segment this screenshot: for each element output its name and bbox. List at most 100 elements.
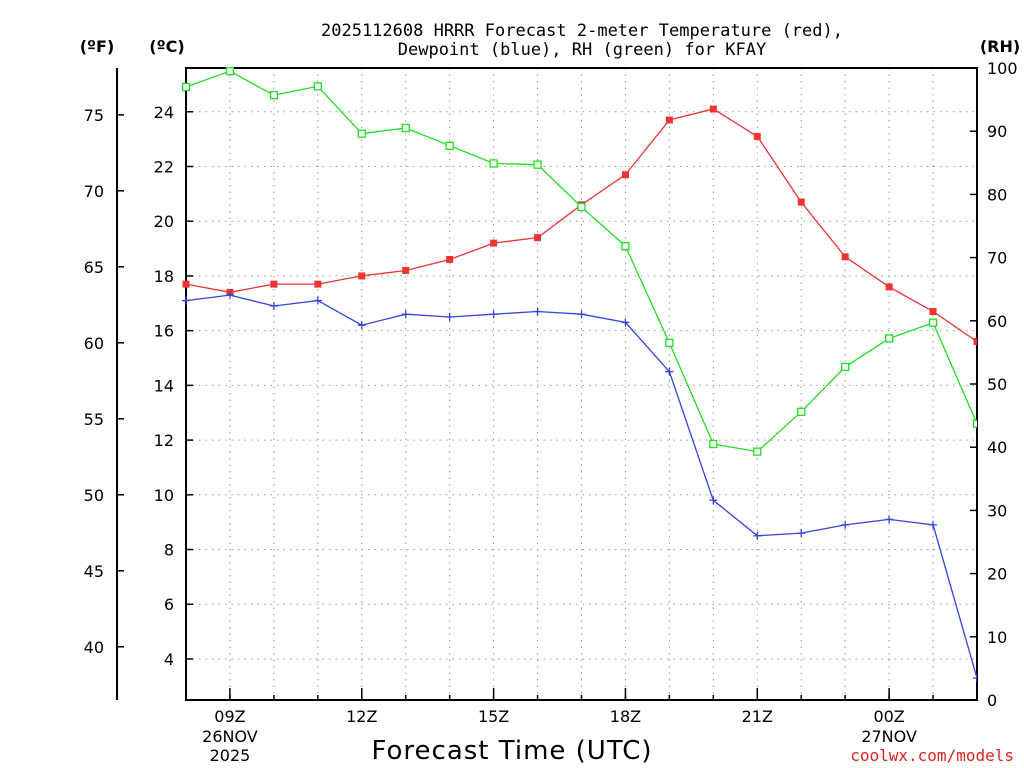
rh-tick-label: 70: [987, 249, 1007, 268]
temperature-point: [534, 234, 542, 242]
temperature-point: [929, 307, 937, 315]
dewpoint-point: [401, 310, 410, 319]
rh-point: [357, 129, 366, 138]
dewpoint-point: [182, 296, 190, 305]
x-tick-label: 12Z: [346, 707, 377, 726]
x-tick-label: 15Z: [478, 707, 509, 726]
celsius-tick-label: 24: [154, 103, 174, 122]
rh-point: [928, 318, 938, 327]
temperature-point: [797, 198, 805, 206]
x-tick-year-label: 2025: [210, 746, 251, 765]
series-dewpoint: [182, 291, 977, 683]
rh-point: [181, 82, 191, 92]
dewpoint-point: [885, 515, 894, 524]
dewpoint-point: [313, 296, 322, 305]
dewpoint-point: [665, 367, 674, 376]
rh-point: [401, 123, 410, 133]
rh-point: [972, 419, 977, 428]
x-tick-date-label: 27NOV: [861, 727, 917, 746]
fahrenheit-tick-label: 55: [84, 410, 104, 429]
chart-title-line1: 2025112608 HRRR Forecast 2-meter Tempera…: [321, 21, 843, 41]
temperature-point: [182, 280, 190, 288]
celsius-tick-label: 22: [154, 157, 174, 176]
fahrenheit-tick-label: 70: [84, 182, 104, 201]
celsius-tick-label: 12: [154, 431, 174, 450]
temperature-point: [753, 132, 761, 140]
temperature-point: [841, 253, 849, 261]
watermark: coolwx.com/models: [850, 746, 1014, 765]
rh-tick-label: 20: [987, 565, 1007, 584]
x-tick-label: 18Z: [610, 707, 641, 726]
x-axis-label: Forecast Time (UTC): [371, 736, 652, 766]
fahrenheit-tick-label: 40: [84, 638, 104, 657]
rh-point: [489, 159, 498, 168]
rh-point: [533, 160, 542, 169]
series-group: [181, 67, 977, 683]
temperature-point: [973, 338, 977, 346]
temperature-point: [665, 116, 673, 124]
rh-tick-label: 10: [987, 628, 1007, 647]
rh-axis-label: (RH): [980, 37, 1020, 56]
x-tick-label: 09Z: [214, 707, 245, 726]
rh-point: [797, 407, 806, 416]
rh-tick-label: 90: [987, 122, 1007, 141]
temperature-point: [358, 272, 366, 280]
dewpoint-point: [841, 520, 850, 529]
axes: 4 6 8 10 12 14 16 18 20 22 24 40 45 50 55 60 65 70 75 0 10 20…: [84, 59, 1018, 765]
rh-point: [225, 67, 235, 76]
fahrenheit-tick-label: 45: [84, 562, 104, 581]
rh-point: [313, 82, 322, 91]
celsius-tick-label: 10: [154, 486, 174, 505]
rh-tick-label: 100: [987, 59, 1018, 78]
rh-point: [753, 447, 762, 456]
x-tick-label: 21Z: [742, 707, 773, 726]
celsius-tick-label: 14: [154, 376, 174, 395]
dewpoint-point: [225, 291, 234, 300]
dewpoint-point: [357, 321, 366, 330]
rh-tick-label: 0: [987, 691, 997, 710]
celsius-tick-label: 8: [164, 541, 174, 560]
rh-tick-label: 80: [987, 185, 1007, 204]
rh-tick-label: 60: [987, 312, 1007, 331]
temperature-point: [621, 171, 629, 179]
celsius-tick-label: 18: [154, 267, 174, 286]
temperature-point: [402, 266, 410, 274]
dewpoint-point: [269, 302, 278, 311]
rh-point: [269, 91, 279, 100]
dewpoint-point: [797, 529, 806, 538]
rh-point: [709, 439, 718, 449]
chart-title-line2: Dewpoint (blue), RH (green) for KFAY: [398, 40, 766, 60]
temperature-point: [314, 280, 322, 288]
celsius-axis-label: (ºC): [149, 37, 184, 56]
dewpoint-point: [929, 520, 938, 529]
rh-point: [577, 202, 586, 212]
dewpoint-point: [753, 531, 762, 540]
dewpoint-point: [489, 310, 498, 319]
temperature-point: [270, 280, 278, 288]
dewpoint-point: [621, 318, 630, 327]
x-tick-label: 00Z: [873, 707, 904, 726]
fahrenheit-tick-label: 50: [84, 486, 104, 505]
rh-point: [884, 334, 894, 343]
celsius-tick-label: 16: [154, 322, 174, 341]
rh-tick-label: 50: [987, 375, 1007, 394]
fahrenheit-axis-label: (ºF): [80, 37, 115, 56]
dewpoint-point: [973, 674, 977, 683]
rh-tick-label: 30: [987, 501, 1007, 520]
temperature-point: [885, 283, 893, 291]
rh-point: [445, 141, 454, 150]
series-rh: [181, 67, 977, 456]
dewpoint-point: [709, 496, 718, 505]
fahrenheit-tick-label: 65: [84, 258, 104, 277]
rh-tick-label: 40: [987, 438, 1007, 457]
celsius-tick-label: 20: [154, 212, 174, 231]
rh-point: [665, 338, 674, 348]
dewpoint-point: [533, 307, 542, 316]
fahrenheit-tick-label: 60: [84, 334, 104, 353]
fahrenheit-tick-label: 75: [84, 106, 104, 125]
temperature-point: [709, 105, 717, 113]
dewpoint-point: [445, 312, 454, 321]
gridlines: [186, 68, 977, 700]
celsius-tick-label: 6: [164, 595, 174, 614]
